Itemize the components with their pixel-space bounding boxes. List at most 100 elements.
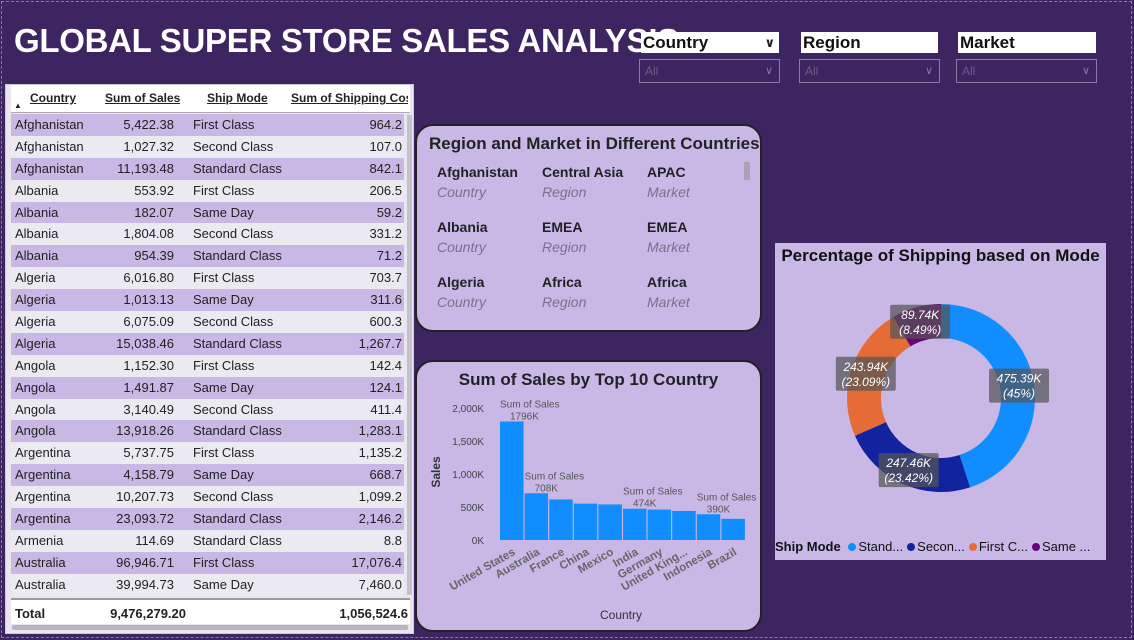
table-cell-mode: Standard Class [193,423,282,439]
donut-slice-0 [941,304,1035,488]
horizontal-scrollbar[interactable] [12,625,408,630]
table-cell-ship: 1,283.1 [358,423,402,439]
card-scrollbar[interactable] [744,162,750,180]
table-row[interactable]: Argentina 10,207.73 Second Class 1,099.2 [11,486,404,509]
table-cell-sales: 182.07 [134,204,174,220]
table-row[interactable]: Afghanistan 5,422.38 First Class 964.2 [11,114,404,136]
card-value-country: Albania [437,219,488,235]
card-row: Algeria Country Africa Region Africa Market [437,274,747,316]
table-row[interactable]: Argentina 23,093.72 Standard Class 2,146.2 [11,508,404,530]
data-label-title: Sum of Sales [525,471,584,482]
table-row[interactable]: Algeria 6,075.09 Second Class 600.3 [11,311,404,333]
bar-8 [696,514,721,540]
legend-item[interactable]: Same ... [1041,539,1091,554]
col-header-sales[interactable]: Sum of Sales [105,91,181,105]
card-value-region: Africa [542,274,582,290]
table-cell-country: Algeria [15,314,56,330]
card-label-market: Market [647,239,690,255]
chevron-down-icon[interactable]: ∨ [764,35,775,50]
card-row: Albania Country EMEA Region EMEA Market [437,219,747,261]
y-tick-label: 2,000K [452,404,484,415]
table-cell-ship: 703.7 [369,270,402,286]
card-value-country: Afghanistan [437,164,518,180]
x-axis-title: Country [600,608,642,622]
bar-9 [721,518,745,540]
table-row[interactable]: Argentina 4,158.79 Same Day 668.7 [11,464,404,487]
table-cell-sales: 5,422.38 [123,117,174,132]
table-row[interactable]: Algeria 6,016.80 First Class 703.7 [11,267,404,290]
col-header-ship-mode[interactable]: Ship Mode [207,91,268,105]
card-label-region: Region [542,184,587,200]
table-row[interactable]: Angola 3,140.49 Second Class 411.4 [11,398,404,421]
card-field-market: APAC Market [647,164,690,200]
market-slicer-label: Market [960,33,1015,52]
sort-ascending-icon[interactable]: ▲ [14,101,22,110]
table-row[interactable]: Albania 182.07 Same Day 59.2 [11,201,404,224]
page-title: GLOBAL SUPER STORE SALES ANALYSIS [14,22,679,59]
table-row[interactable]: Afghanistan 1,027.32 Second Class 107.0 [11,135,404,158]
legend-swatch [907,543,916,551]
bar-7 [672,510,696,540]
card-field-region: Africa Region [542,274,586,310]
card-value-market: EMEA [647,219,688,235]
card-value-region: Central Asia [542,164,624,180]
table-cell-country: Algeria [15,335,56,351]
table-row[interactable]: Algeria 15,038.46 Standard Class 1,267.7 [11,332,404,355]
table-row[interactable]: Armenia 114.69 Standard Class 8.8 [11,529,404,552]
card-value-country: Algeria [437,274,485,290]
legend-item[interactable]: Secon... [917,539,965,554]
chevron-down-icon: ∨ [764,65,773,77]
table-row[interactable]: Australia 96,946.71 First Class 17,076.4 [11,551,404,574]
col-header-country[interactable]: Country [30,91,76,105]
table-row[interactable]: Angola 1,152.30 First Class 142.4 [11,354,404,377]
table-cell-mode: Standard Class [193,160,282,176]
data-label-title: Sum of Sales [500,399,559,410]
col-header-shipping-cost[interactable]: Sum of Shipping Cost [291,91,408,105]
table-cell-ship: 1,135.2 [358,445,402,461]
legend-item[interactable]: First C... [978,539,1028,554]
vertical-scrollbar[interactable] [407,115,412,595]
table-row[interactable]: Australia 39,994.73 Same Day 7,460.0 [11,573,404,596]
table-cell-mode: Second Class [193,138,274,154]
donut-pct-label: (8.49%) [899,323,941,337]
table-row[interactable]: Angola 1,491.87 Same Day 124.1 [11,376,404,399]
chevron-down-icon: ∨ [924,65,933,77]
data-label-box [989,368,1050,403]
donut-value-label: 89.74K [901,308,940,322]
table-cell-country: Argentina [15,467,71,483]
country-slicer-dropdown[interactable]: All ∨ [639,59,780,83]
table-cell-mode: Second Class [193,314,274,330]
table-row[interactable]: Angola 13,918.26 Standard Class 1,283.1 [11,420,404,443]
table-cell-sales: 114.69 [135,532,174,548]
table-row[interactable]: Albania 553.92 First Class 206.5 [11,179,404,202]
donut-chart-title: Percentage of Shipping based on Mode [781,246,1100,265]
table-row[interactable]: Albania 1,804.08 Second Class 331.2 [11,223,404,246]
card-label-country: Country [437,184,487,200]
card-row: Afghanistan Country Central Asia Region APAC… [437,164,747,206]
card-value-market: Africa [647,274,687,290]
donut-value-label: 475.39K [997,372,1043,386]
card-value-market: APAC [647,164,686,180]
data-label-box [890,304,951,339]
region-slicer-label: Region [803,33,861,52]
legend-item[interactable]: Stand... [858,539,904,554]
data-label-title: Sum of Sales [623,487,682,498]
sales-table[interactable]: ▲ Country Sum of Sales Ship Mode Sum of … [5,84,414,634]
table-cell-mode: Same Day [193,292,254,308]
table-row[interactable]: Argentina 5,737.75 First Class 1,135.2 [11,442,404,465]
table-row[interactable]: Albania 954.39 Standard Class 71.2 [11,245,404,268]
donut-pct-label: (23.09%) [841,375,890,389]
region-slicer-dropdown[interactable]: All ∨ [799,59,940,83]
table-cell-country: Algeria [15,270,56,286]
table-cell-mode: Standard Class [193,532,282,548]
y-axis-title: Sales [429,456,443,488]
card-label-country: Country [437,294,487,310]
card-label-region: Region [542,239,587,255]
table-row[interactable]: Algeria 1,013.13 Same Day 311.6 [11,289,404,312]
market-slicer-dropdown[interactable]: All ∨ [956,59,1097,83]
legend-swatch [968,543,977,551]
table-cell-ship: 331.2 [369,226,402,242]
table-cell-country: Argentina [15,489,71,505]
bar-2 [549,499,573,540]
table-row[interactable]: Afghanistan 11,193.48 Standard Class 842.1 [11,157,404,180]
